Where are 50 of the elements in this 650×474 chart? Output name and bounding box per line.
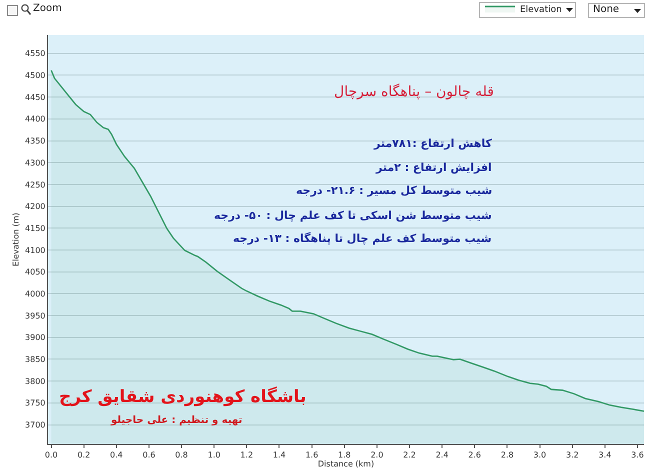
x-tick-label: 3.0 <box>533 450 546 460</box>
y-tick-label: 3800 <box>25 376 46 386</box>
y-tick-label: 4500 <box>25 71 46 80</box>
x-tick-label: 3.4 <box>598 450 612 460</box>
x-tick-label: 3.2 <box>566 450 579 460</box>
text: قله چالون – پناهگاه سرچال <box>334 82 494 100</box>
y-tick-label: 4300 <box>25 158 46 168</box>
annotation: تهیه و تنظیم : علی حاجیلو <box>110 415 243 426</box>
x-tick-label: 1.8 <box>338 450 351 460</box>
x-tick-label: 2.0 <box>370 450 384 460</box>
x-tick-label: 0.6 <box>142 450 156 460</box>
y-tick-label: 4200 <box>25 202 46 212</box>
x-tick-label: 0.2 <box>77 450 90 460</box>
y-tick-label: 3900 <box>25 333 46 342</box>
annotation: شیب متوسط شن اسکی تا کف علم چال : ۵۰- درجه <box>214 209 492 222</box>
y-tick-label: 4050 <box>25 268 46 277</box>
x-tick-label: 1.4 <box>272 450 286 460</box>
y-tick-label: 3700 <box>25 420 46 430</box>
x-tick-label: 0.0 <box>44 450 58 460</box>
y-tick-label: 4250 <box>25 180 46 190</box>
y-tick-label: 4350 <box>25 136 46 146</box>
annotation: افزایش ارتفاع : ۲متر <box>375 161 492 174</box>
x-tick-label: 2.2 <box>403 450 416 460</box>
x-tick-label: 2.4 <box>436 450 448 460</box>
y-tick-label: 4450 <box>25 92 46 102</box>
x-tick-label: 0.4 <box>110 450 123 460</box>
x-tick-label: 1.2 <box>240 450 254 460</box>
y-tick-label: 4400 <box>25 114 46 124</box>
text: Zoom <box>33 3 62 14</box>
x-tick-label: 2.8 <box>500 450 514 460</box>
x-axis-title: Distance (km) <box>318 460 374 469</box>
x-tick-label: 0.8 <box>175 450 188 460</box>
x-tick-label: 1.6 <box>305 450 318 460</box>
text: None <box>593 4 620 15</box>
x-tick-label: 2.6 <box>468 450 482 460</box>
legend-label: Elevation <box>520 5 562 15</box>
y-tick-label: 4150 <box>25 224 46 233</box>
annotation: شیب متوسط کف علم چال تا پناهگاه : ۱۳- درجه <box>233 232 492 245</box>
y-tick-label: 4100 <box>25 246 46 255</box>
y-tick-label: 3950 <box>25 311 46 320</box>
x-tick-label: 3.6 <box>631 450 644 460</box>
y-axis-title: Elevation (m) <box>12 212 21 266</box>
y-tick-label: 3850 <box>25 355 46 364</box>
y-tick-label: 4550 <box>25 49 46 58</box>
x-tick-label: 1.0 <box>208 450 220 460</box>
annotation: کاهش ارتفاع :۷۸۱متر <box>373 137 492 150</box>
annotation: شیب متوسط کل مسیر : ۲۱.۶- درجه <box>296 184 492 197</box>
annotation: باشگاه کوهنوردی شقایق کرج <box>59 386 306 407</box>
y-tick-label: 3750 <box>25 398 46 408</box>
y-tick-label: 4000 <box>25 289 46 298</box>
